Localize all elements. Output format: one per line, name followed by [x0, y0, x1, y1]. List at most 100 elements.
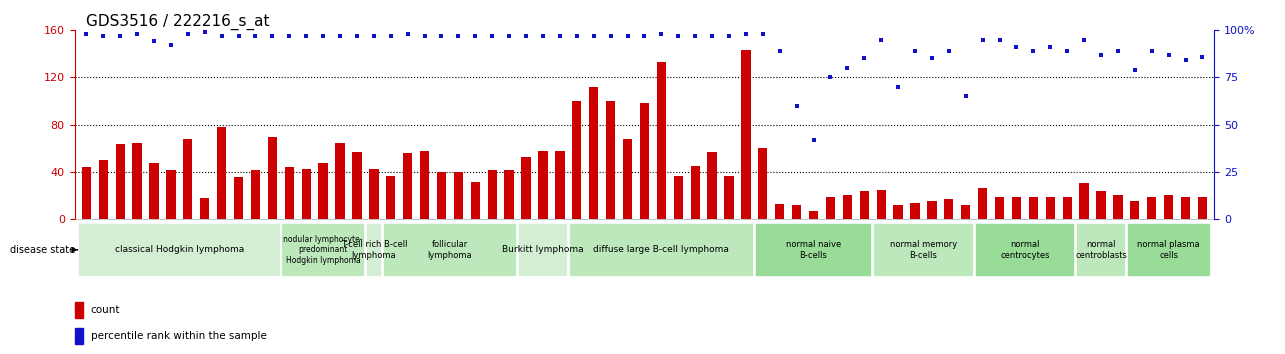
Point [550, 33, 571, 39]
Point [1108, 48, 1128, 54]
Bar [775, 204, 784, 219]
Bar [978, 188, 987, 219]
Bar [1046, 197, 1055, 219]
Text: Burkitt lymphoma: Burkitt lymphoma [502, 245, 583, 255]
Text: normal naive
B-cells: normal naive B-cells [786, 240, 842, 259]
Bar [538, 151, 547, 219]
Point [583, 33, 604, 39]
Bar [437, 172, 446, 219]
FancyBboxPatch shape [281, 223, 365, 277]
FancyBboxPatch shape [383, 223, 518, 277]
Bar [1164, 195, 1173, 219]
Point [702, 33, 722, 39]
Bar [505, 170, 514, 219]
Bar [876, 190, 885, 219]
Point [177, 31, 198, 37]
Bar [487, 170, 497, 219]
FancyBboxPatch shape [873, 223, 974, 277]
Point [347, 33, 368, 39]
Text: percentile rank within the sample: percentile rank within the sample [91, 331, 266, 341]
Bar [251, 170, 260, 219]
Bar [1113, 195, 1123, 219]
Point [921, 56, 942, 61]
Point [1074, 37, 1095, 42]
Bar [267, 137, 278, 219]
Bar [217, 127, 226, 219]
Point [93, 33, 113, 39]
Bar [843, 195, 852, 219]
Bar [470, 182, 481, 219]
Text: diffuse large B-cell lymphoma: diffuse large B-cell lymphoma [594, 245, 730, 255]
Bar [572, 101, 581, 219]
Bar [335, 143, 344, 219]
Point [1006, 44, 1027, 50]
Bar [741, 50, 750, 219]
Point [837, 65, 857, 71]
Text: normal memory
B-cells: normal memory B-cells [889, 240, 957, 259]
Bar [944, 199, 953, 219]
Point [938, 48, 959, 54]
Bar [623, 139, 632, 219]
Point [482, 33, 502, 39]
Bar [1131, 200, 1140, 219]
Bar [758, 148, 767, 219]
Point [515, 33, 536, 39]
Bar [75, 302, 84, 318]
Point [364, 33, 384, 39]
Point [279, 33, 299, 39]
Bar [555, 151, 564, 219]
Point [533, 33, 554, 39]
FancyBboxPatch shape [1076, 223, 1126, 277]
Point [499, 33, 519, 39]
FancyBboxPatch shape [78, 223, 280, 277]
Bar [1096, 191, 1105, 219]
Bar [893, 205, 903, 219]
Point [1040, 44, 1060, 50]
Point [617, 33, 637, 39]
Point [1176, 58, 1196, 63]
Point [735, 31, 756, 37]
FancyBboxPatch shape [518, 223, 568, 277]
Point [1023, 48, 1043, 54]
Bar [860, 191, 869, 219]
Text: classical Hodgkin lymphoma: classical Hodgkin lymphoma [114, 245, 244, 255]
Point [600, 33, 621, 39]
Bar [352, 152, 361, 219]
Point [685, 33, 705, 39]
Point [380, 33, 401, 39]
Point [718, 33, 739, 39]
Bar [116, 144, 125, 219]
FancyBboxPatch shape [569, 223, 754, 277]
Bar [589, 87, 599, 219]
Bar [403, 153, 412, 219]
Point [414, 33, 434, 39]
Point [1158, 52, 1178, 58]
Bar [184, 139, 193, 219]
Point [651, 31, 672, 37]
Bar [302, 169, 311, 219]
Bar [319, 162, 328, 219]
Bar [285, 167, 294, 219]
Text: T-cell rich B-cell
lymphoma: T-cell rich B-cell lymphoma [341, 240, 407, 259]
Text: normal
centrocytes: normal centrocytes [1000, 240, 1050, 259]
Point [888, 84, 908, 90]
FancyBboxPatch shape [366, 223, 382, 277]
Point [635, 33, 655, 39]
Point [753, 31, 774, 37]
Bar [607, 101, 616, 219]
Point [668, 33, 689, 39]
Point [905, 48, 925, 54]
Bar [75, 328, 84, 344]
Point [1124, 67, 1145, 73]
Text: count: count [91, 305, 120, 315]
Bar [454, 172, 463, 219]
Bar [149, 162, 158, 219]
FancyBboxPatch shape [754, 223, 873, 277]
Point [76, 31, 96, 37]
Text: normal
centroblasts: normal centroblasts [1076, 240, 1127, 259]
Text: disease state: disease state [9, 245, 75, 255]
Point [786, 103, 807, 109]
Bar [82, 167, 91, 219]
Point [127, 31, 148, 37]
Text: nodular lymphocyte-
predominant
Hodgkin lymphoma: nodular lymphocyte- predominant Hodgkin … [284, 235, 362, 265]
